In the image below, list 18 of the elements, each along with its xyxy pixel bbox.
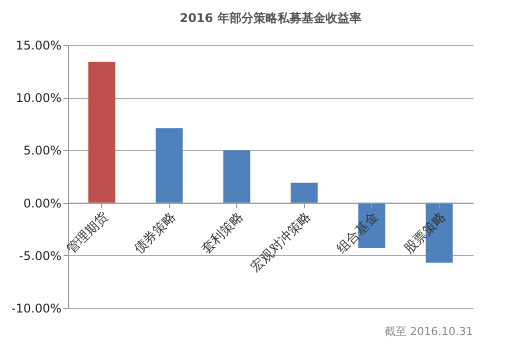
x-tick-label: 管理期货 — [64, 210, 112, 257]
bar — [88, 62, 116, 203]
chart-title: 2016 年部分策略私募基金收益率 — [180, 11, 362, 25]
x-tick-label: 债券策略 — [132, 210, 180, 257]
bar — [223, 150, 250, 203]
text: 截至 2016.10.31 — [384, 325, 473, 338]
x-tick-label: 套利策略 — [199, 210, 247, 257]
x-tick-label: 组合基金 — [334, 210, 382, 257]
y-tick-label: 10.00% — [16, 91, 62, 106]
bar — [290, 182, 318, 203]
bar — [156, 128, 183, 203]
y-tick-label: 5.00% — [23, 144, 62, 158]
x-tick-label: 宏观对冲策略 — [248, 208, 314, 276]
y-tick-label: -10.00% — [11, 302, 62, 316]
y-tick-label: 0.00% — [23, 196, 62, 210]
y-tick-label: 15.00% — [16, 38, 62, 52]
x-tick-label: 股票策略 — [402, 210, 450, 257]
y-tick-label: -5.00% — [19, 248, 62, 263]
